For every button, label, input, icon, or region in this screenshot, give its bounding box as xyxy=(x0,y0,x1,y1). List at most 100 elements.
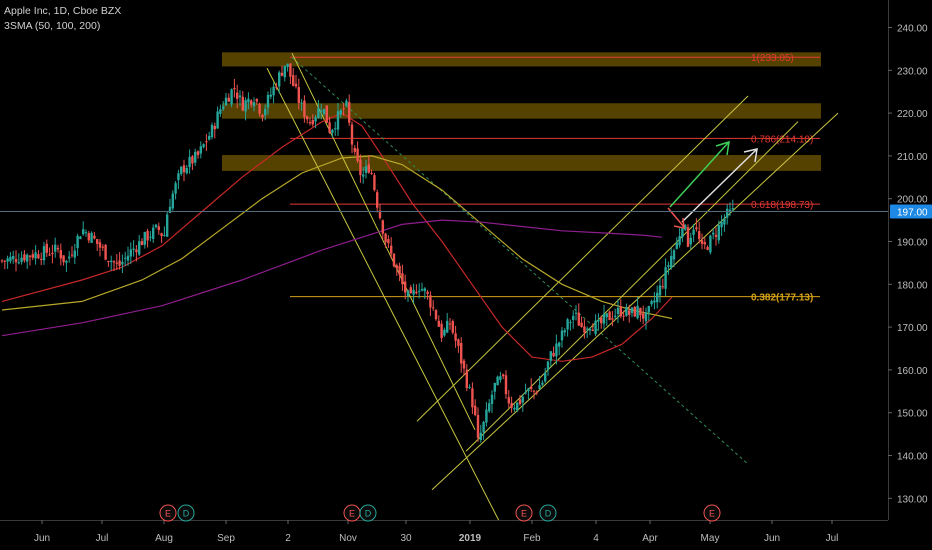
sma-line xyxy=(1,155,673,320)
candle-body xyxy=(286,63,289,67)
candle-body xyxy=(73,250,76,258)
earnings-event-icon[interactable] xyxy=(515,504,533,522)
candle-body xyxy=(367,164,370,173)
candle-body xyxy=(93,235,96,239)
candle-body xyxy=(395,265,398,269)
candle-body xyxy=(476,414,480,438)
candle-body xyxy=(412,289,415,295)
candle-body xyxy=(462,360,466,369)
candle-body xyxy=(530,386,533,389)
candle-body xyxy=(233,88,236,90)
resistance-zone-1 xyxy=(222,52,821,67)
candle-body xyxy=(37,254,40,259)
candle-body xyxy=(112,261,116,263)
candle-body xyxy=(171,193,174,209)
candle-body xyxy=(443,329,446,336)
candle-body xyxy=(440,323,443,339)
candle-body xyxy=(31,254,34,258)
candle-body xyxy=(560,330,564,341)
candle-body xyxy=(684,225,687,230)
earnings-event-icon[interactable] xyxy=(159,504,177,522)
price-tick-label: 240.00 xyxy=(897,24,928,35)
time-tick-label: Jun xyxy=(34,533,50,544)
candle-body xyxy=(692,229,695,235)
price-tick-label: 200.00 xyxy=(897,195,928,206)
price-tick-label: 190.00 xyxy=(897,238,928,249)
candle-body xyxy=(569,322,572,324)
candle-body xyxy=(723,218,726,225)
candle-body xyxy=(541,382,544,385)
candle-body xyxy=(499,376,502,380)
price-tick-label: 140.00 xyxy=(897,452,928,463)
candle-body xyxy=(558,342,561,347)
candle-body xyxy=(678,236,681,245)
event-label: E xyxy=(521,509,527,519)
price-tick-label: 230.00 xyxy=(897,66,928,77)
candle-body xyxy=(96,239,99,244)
candle-body xyxy=(353,148,356,152)
candle-body xyxy=(292,75,295,86)
candle-body xyxy=(636,305,639,319)
candle-body xyxy=(250,100,253,105)
candle-body xyxy=(269,94,272,97)
candle-body xyxy=(84,232,88,234)
white-arrowhead xyxy=(743,148,758,163)
candle-body xyxy=(695,227,698,230)
candle-body xyxy=(196,151,200,156)
candle-body xyxy=(348,102,351,123)
candle-body xyxy=(672,250,676,260)
candle-body xyxy=(280,72,284,76)
candle-body xyxy=(222,106,225,110)
dividend-event-icon[interactable] xyxy=(359,504,377,522)
candle-body xyxy=(720,221,723,228)
ascending-channel-lower xyxy=(431,112,839,491)
candle-body xyxy=(490,394,494,404)
candle-body xyxy=(485,409,488,423)
candle-body xyxy=(616,307,620,315)
candle-body xyxy=(180,166,183,174)
candle-body xyxy=(76,235,79,249)
candle-body xyxy=(182,165,186,173)
dividend-event-icon[interactable] xyxy=(539,504,557,522)
candle-body xyxy=(381,220,384,234)
time-tick-label: Apr xyxy=(642,533,658,544)
candle-body xyxy=(401,273,404,285)
candle-body xyxy=(317,107,320,118)
candle-body xyxy=(675,242,678,249)
candle-body xyxy=(174,183,177,194)
candle-body xyxy=(563,330,566,333)
candle-body xyxy=(297,87,300,103)
candle-body xyxy=(714,234,718,237)
time-tick-label: Feb xyxy=(523,533,541,544)
earnings-event-icon[interactable] xyxy=(703,504,721,522)
candle-body xyxy=(40,258,43,260)
candle-body xyxy=(185,167,188,174)
candle-body xyxy=(479,432,482,440)
candle-body xyxy=(124,257,127,259)
candle-body xyxy=(294,83,298,87)
candle-body xyxy=(630,307,634,313)
candle-body xyxy=(68,256,71,259)
candle-body xyxy=(423,288,426,292)
candle-body xyxy=(448,323,452,325)
candle-body xyxy=(101,246,104,248)
candle-body xyxy=(664,267,667,289)
candle-body xyxy=(359,159,362,176)
candle-body xyxy=(552,352,555,357)
candle-body xyxy=(205,141,208,143)
candle-body xyxy=(135,249,138,253)
time-axis-background xyxy=(0,520,888,550)
candle-body xyxy=(23,254,26,261)
candle-body xyxy=(373,175,376,190)
candle-body xyxy=(532,390,536,392)
candle-body xyxy=(345,100,348,106)
green-arrowhead xyxy=(715,140,730,156)
dividend-event-icon[interactable] xyxy=(177,504,195,522)
candle-body xyxy=(230,89,233,105)
candle-body xyxy=(378,210,382,219)
candle-body xyxy=(661,286,664,288)
candle-body xyxy=(605,313,608,318)
candle-body xyxy=(588,328,592,331)
candle-body xyxy=(325,105,328,123)
